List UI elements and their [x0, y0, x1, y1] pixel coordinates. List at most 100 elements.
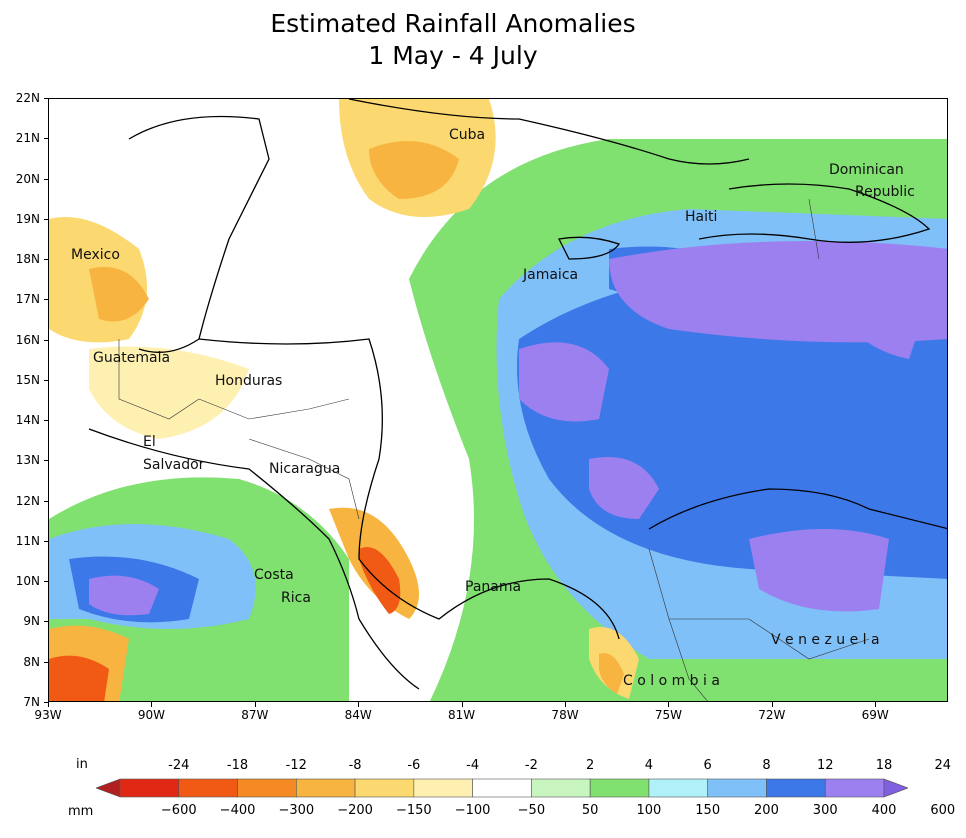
legend-unit-mm: mm [68, 804, 94, 819]
legend-mm-value: −150 [395, 803, 432, 818]
color-legend [95, 778, 909, 798]
legend-swatch [472, 778, 532, 798]
lon-tick [358, 702, 360, 707]
legend-mm-value: −50 [517, 803, 546, 818]
legend-in-value: 6 [703, 758, 712, 773]
venezuela-coast [648, 488, 947, 530]
lat-tick-label: 17N [15, 292, 40, 307]
lat-tick [44, 460, 49, 462]
label-nicaragua: Nicaragua [269, 461, 341, 477]
title-line-1: Estimated Rainfall Anomalies [270, 9, 636, 38]
lon-tick-label: 93W [34, 708, 62, 722]
lat-tick-label: 15N [15, 372, 40, 387]
legend-swatch [413, 778, 473, 798]
label-colombia: C o l o m b i a [623, 673, 720, 689]
lon-tick [668, 702, 670, 707]
legend-mm-value: −200 [337, 803, 373, 818]
rainfall-anomaly-map: Cuba Dominican Republic Haiti Mexico Jam… [48, 98, 948, 702]
legend-mm-value: 150 [695, 803, 721, 818]
legend-in-value: 4 [644, 758, 654, 773]
lon-tick [565, 702, 566, 707]
lat-tick-label: 22N [15, 91, 40, 105]
lat-tick [44, 98, 49, 99]
border-guatemala [118, 339, 200, 420]
label-guatemala: Guatemala [93, 350, 171, 366]
legend-swatch [178, 778, 238, 798]
legend-in-value: 2 [586, 758, 595, 773]
lat-tick [44, 661, 49, 663]
borders [118, 198, 870, 701]
wet-purple-dr [839, 257, 929, 359]
label-mexico: Mexico [71, 247, 120, 263]
title-line-2: 1 May - 4 July [368, 41, 538, 70]
legend-mm-value: −400 [219, 803, 256, 818]
dry-cuba-orange [369, 141, 459, 199]
lat-tick [44, 339, 49, 341]
label-costa: Costa [254, 567, 294, 583]
dry-yucatan-orange [89, 267, 149, 322]
dry-costa-rica-red [359, 547, 401, 614]
label-salvador: Salvador [143, 457, 205, 473]
lat-tick-label: 18N [15, 252, 40, 267]
legend-unit-in: in [76, 757, 88, 772]
legend-in-value: -2 [524, 758, 538, 773]
lat-tick-label: 10N [15, 574, 40, 589]
border-colombia [648, 548, 708, 701]
lon-tick [254, 702, 256, 707]
legend-swatch [589, 778, 650, 798]
legend-swatch [766, 778, 826, 798]
legend-swatch [531, 778, 591, 798]
label-venezuela: V e n e z u e l a [771, 632, 880, 648]
legend-in-value: 24 [934, 758, 952, 773]
lon-tick-label: 72W [758, 708, 786, 722]
lat-tick [44, 379, 49, 381]
lat-tick-label: 14N [15, 413, 40, 428]
lat-tick-label: 13N [15, 453, 40, 468]
legend-mm-value: 100 [636, 803, 662, 818]
lat-tick [44, 138, 49, 140]
lat-tick-label: 9N [23, 614, 40, 629]
legend-in-value: -24 [168, 758, 190, 773]
lon-tick-label: 78W [551, 708, 579, 722]
yucatan-coast [128, 115, 270, 353]
legend-swatch [354, 778, 415, 798]
map-title: Estimated Rainfall Anomalies 1 May - 4 J… [0, 8, 906, 72]
legend-in-value: -4 [466, 758, 480, 773]
hispaniola-coast [698, 183, 931, 243]
lon-tick [875, 702, 877, 707]
pacific-purple [89, 575, 159, 616]
lon-tick-label: 90W [137, 708, 165, 722]
lon-tick [461, 702, 463, 707]
label-rica: Rica [281, 590, 311, 606]
lat-tick [44, 500, 49, 502]
wet-purple-center [519, 342, 609, 422]
legend-swatch [237, 778, 297, 798]
lat-tick [44, 299, 49, 301]
legend-mm-value: −600 [160, 803, 197, 818]
lat-tick [44, 581, 49, 583]
wet-purple-venezuela [749, 529, 889, 612]
lat-tick-label: 16N [15, 332, 40, 347]
cuba-coast [348, 99, 750, 165]
lat-tick-label: 19N [15, 211, 40, 226]
legend-in-value: 8 [762, 758, 771, 773]
label-honduras: Honduras [215, 373, 283, 389]
lon-tick-label: 81W [448, 708, 476, 722]
lon-tick [48, 702, 49, 707]
legend-swatch [296, 778, 356, 798]
coastlines [88, 99, 947, 690]
anomaly-field [49, 99, 947, 701]
label-dominican: Dominican [829, 162, 904, 178]
jamaica-coast [558, 236, 621, 260]
legend-in-value: 12 [816, 758, 834, 773]
legend-swatch [119, 778, 180, 798]
legend-swatch [648, 778, 708, 798]
lat-tick-label: 12N [15, 493, 40, 508]
lat-tick-label: 7N [23, 695, 40, 709]
legend-mm-value: 400 [871, 803, 897, 818]
wet-purple-south [589, 457, 659, 519]
legend-mm-value: −100 [454, 803, 491, 818]
lon-tick-label: 87W [241, 708, 269, 722]
lon-tick-label: 75W [654, 708, 682, 722]
legend-mm-value: 200 [754, 803, 779, 818]
